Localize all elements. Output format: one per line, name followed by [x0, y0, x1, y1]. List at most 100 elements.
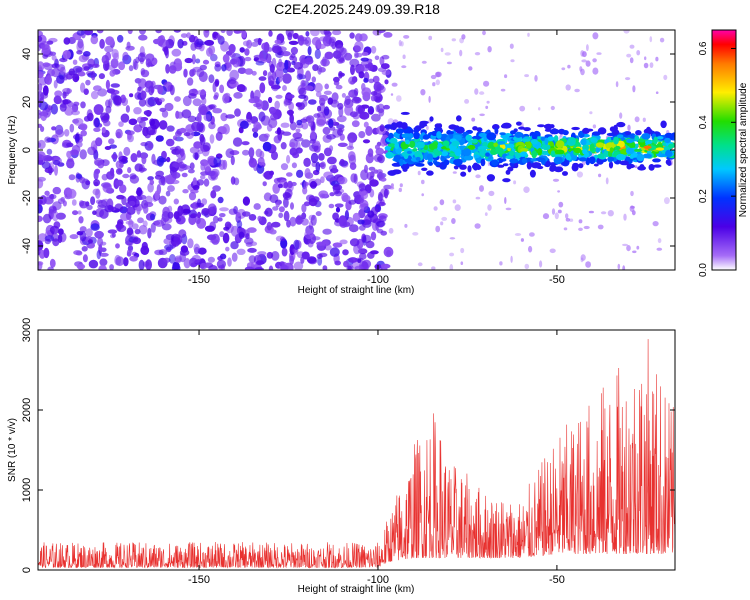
spectrogram-cell — [332, 242, 343, 248]
spectrogram-cell — [38, 249, 41, 256]
spectrogram-cell — [544, 123, 553, 130]
spectrogram-cell — [655, 147, 665, 151]
spectrogram-cell — [221, 64, 227, 72]
spectrogram-cell — [73, 117, 84, 126]
spectrogram-cell — [626, 53, 632, 58]
spectrogram-cell — [51, 54, 57, 61]
spectrogram-cell — [239, 120, 249, 129]
spectrogram-cell — [289, 121, 297, 131]
spectrogram-cell — [53, 95, 62, 105]
spectrogram-cell — [219, 84, 225, 94]
y-tick-label: 1000 — [21, 478, 33, 502]
spectrogram-cell — [117, 34, 124, 43]
spectrogram-cell — [207, 256, 215, 263]
spectrogram-cell — [592, 124, 597, 129]
spectrogram-cell — [453, 165, 459, 170]
spectrogram-cell — [38, 35, 43, 42]
spectrogram-cell — [173, 234, 183, 246]
spectrogram-cell — [320, 161, 326, 170]
spectrogram-cell — [125, 130, 135, 136]
colorbar-gradient — [712, 30, 736, 270]
spectrogram-cell — [272, 206, 279, 211]
spectrogram-cell — [244, 68, 253, 75]
spectrogram-cell — [196, 41, 207, 46]
spectrogram-cell — [348, 91, 353, 97]
spectrogram-cell — [136, 187, 143, 197]
spectrogram-cell — [271, 71, 277, 81]
spectrogram-cell — [138, 224, 148, 235]
spectrogram-cell — [313, 113, 321, 118]
spectrogram-cell — [233, 92, 243, 99]
spectrogram-cell — [537, 124, 545, 128]
spectrogram-cell — [50, 103, 58, 115]
spectrogram-cell — [241, 141, 250, 146]
spectrogram-cell — [105, 36, 115, 46]
spectrogram-cell — [304, 168, 311, 179]
spectrogram-cell — [280, 142, 287, 150]
spectrogram-cell — [113, 52, 119, 61]
spectrogram-cell — [550, 105, 555, 111]
spectrogram-cell — [429, 116, 434, 122]
spectrogram-cell — [578, 157, 587, 162]
spectrogram-cell — [188, 168, 195, 174]
spectrogram-cell — [459, 164, 467, 170]
spectrogram-cell — [549, 248, 556, 254]
spectrogram-cell — [61, 99, 71, 105]
spectrogram-cell — [121, 196, 127, 206]
spectrogram-cell — [161, 110, 169, 118]
spectrogram-cell — [123, 257, 129, 267]
spectrogram-cell — [180, 245, 189, 253]
y-tick-label: 2000 — [21, 398, 33, 422]
spectrogram-cell — [123, 146, 131, 156]
spectrogram-cell — [87, 146, 97, 156]
spectrogram-cell — [378, 201, 386, 207]
spectrogram-cell — [644, 140, 653, 145]
spectrogram-cell — [634, 116, 640, 123]
spectrogram-cell — [51, 210, 59, 222]
spectrogram-cell — [472, 163, 481, 170]
spectrogram-cell — [338, 71, 343, 79]
spectrogram-cell — [140, 117, 149, 121]
spectrogram-cell — [244, 237, 254, 245]
spectrogram-cell — [147, 182, 154, 193]
spectrogram-cell — [524, 74, 529, 78]
spectrogram-cell — [241, 30, 247, 39]
spectrogram-cell — [138, 98, 147, 107]
spectrogram-cell — [315, 211, 322, 217]
spectrogram-cell — [465, 134, 473, 142]
colorbar-tick-label: 0.2 — [698, 189, 709, 203]
spectrogram-cell — [305, 70, 311, 82]
spectrogram-cell — [72, 210, 79, 216]
spectrogram-cell — [278, 58, 283, 68]
spectrogram-cell — [210, 190, 217, 199]
spectrogram-cell — [301, 212, 307, 220]
spectrogram-cell — [323, 106, 330, 116]
spectrogram-cell — [433, 206, 438, 211]
spectrogram-cell — [332, 184, 343, 191]
spectrogram-cell — [66, 188, 77, 199]
spectrogram-cell — [82, 254, 88, 263]
spectrogram-cell — [289, 216, 297, 227]
spectrogram-cell — [544, 137, 549, 146]
spectrogram-cell — [210, 233, 220, 245]
spectrogram-cell — [269, 114, 278, 121]
spectrogram-cell — [361, 87, 372, 97]
spectrogram-cell — [80, 124, 88, 131]
spectrogram-cell — [384, 124, 394, 129]
spectrogram-cell — [282, 85, 287, 92]
spectrogram-cell — [268, 30, 273, 37]
spectrogram-cell — [76, 173, 82, 179]
spectrogram-cell — [202, 142, 211, 152]
spectrogram-cell — [149, 179, 155, 186]
spectrogram-cell — [449, 237, 456, 240]
spectrogram-cell — [210, 53, 218, 62]
spectrogram-cell — [636, 245, 640, 250]
spectrogram-cell — [656, 247, 663, 251]
spectrogram-cell — [634, 165, 638, 169]
spectrogram-cell — [120, 212, 130, 221]
spectrogram-cell — [219, 207, 229, 212]
spectrogram-cell — [352, 212, 361, 222]
spectrogram-cell — [249, 156, 254, 164]
spectrogram-cell — [87, 58, 95, 68]
spectrogram-cell — [303, 157, 311, 167]
